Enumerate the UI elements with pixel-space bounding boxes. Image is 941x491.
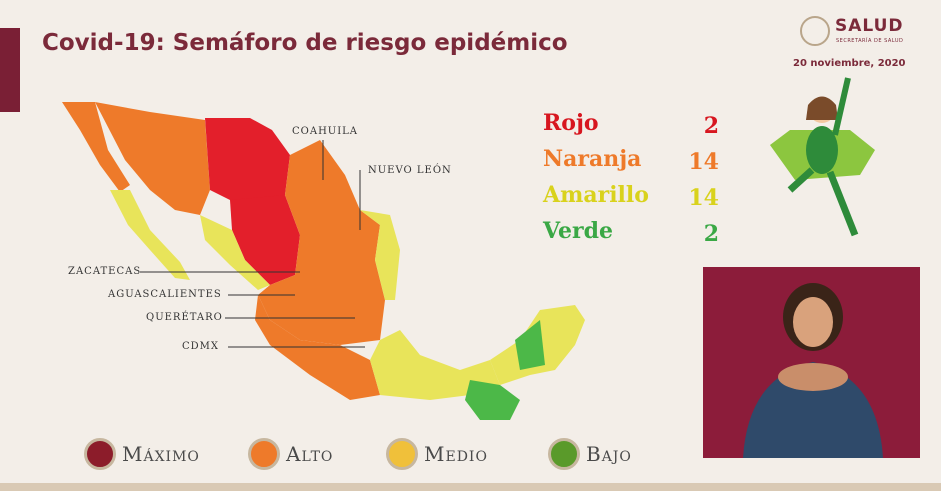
region bbox=[110, 190, 190, 280]
region bbox=[360, 210, 400, 300]
region bbox=[95, 102, 210, 215]
legend-item: Máximo bbox=[84, 437, 200, 471]
map-label: ZACATECAS bbox=[68, 266, 142, 277]
region bbox=[62, 102, 130, 192]
count-row: Verde 2 bbox=[543, 218, 719, 252]
map-label: COAHUILA bbox=[292, 126, 359, 137]
bottom-strip bbox=[0, 483, 941, 491]
legend-icon bbox=[548, 438, 580, 470]
count-value: 2 bbox=[703, 221, 719, 247]
count-label: Amarillo bbox=[543, 182, 649, 208]
region bbox=[258, 140, 385, 345]
map-label: QUERÉTARO bbox=[146, 312, 223, 323]
legend-label: Alto bbox=[286, 442, 334, 466]
region bbox=[205, 118, 290, 205]
legend-icon bbox=[386, 438, 418, 470]
interpreter bbox=[743, 283, 883, 458]
seal bbox=[800, 16, 830, 46]
title: Covid-19: Semáforo de riesgo epidémico bbox=[42, 30, 568, 56]
count-value: 14 bbox=[688, 185, 719, 211]
count-value: 14 bbox=[688, 149, 719, 175]
logo: SALUD bbox=[835, 16, 904, 36]
logo-subtitle: SECRETARÍA DE SALUD bbox=[836, 38, 904, 44]
legend-item: Alto bbox=[248, 437, 333, 471]
region bbox=[515, 320, 545, 370]
legend-label: Bajo bbox=[586, 442, 632, 466]
leader-lines bbox=[140, 140, 365, 348]
count-label: Rojo bbox=[543, 110, 599, 136]
count-value: 2 bbox=[703, 113, 719, 139]
legend-item: Bajo bbox=[548, 437, 632, 471]
count-row: Rojo 2 bbox=[543, 110, 719, 144]
count-row: Amarillo 14 bbox=[543, 182, 719, 216]
map-label: AGUASCALIENTES bbox=[108, 289, 222, 300]
interpreter-video bbox=[703, 267, 920, 458]
count-label: Naranja bbox=[543, 146, 642, 172]
legend-item: Medio bbox=[386, 437, 488, 471]
accent-bar bbox=[0, 28, 20, 112]
map-label: CDMX bbox=[182, 341, 220, 352]
date: 20 noviembre, 2020 bbox=[793, 58, 906, 69]
legend-label: Medio bbox=[424, 442, 488, 466]
mascot bbox=[770, 77, 875, 237]
count-label: Verde bbox=[543, 218, 614, 244]
legend-label: Máximo bbox=[122, 442, 200, 466]
map-label: NUEVO LEÓN bbox=[368, 165, 452, 176]
region bbox=[370, 330, 500, 400]
legend-icon bbox=[248, 438, 280, 470]
legend-icon bbox=[84, 438, 116, 470]
region bbox=[200, 215, 270, 290]
region bbox=[465, 380, 520, 420]
count-row: Naranja 14 bbox=[543, 146, 719, 180]
